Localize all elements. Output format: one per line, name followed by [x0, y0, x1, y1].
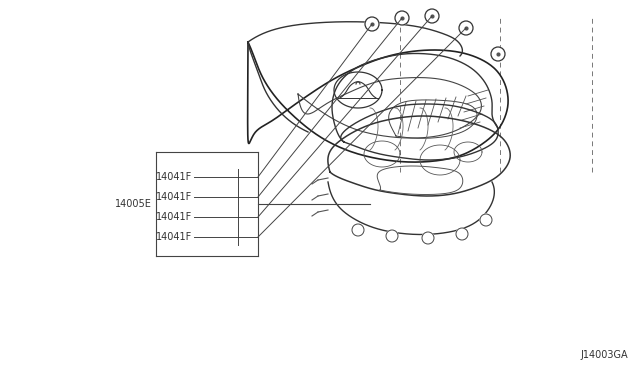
- Text: 14041F: 14041F: [156, 232, 192, 242]
- Circle shape: [456, 228, 468, 240]
- Circle shape: [386, 230, 398, 242]
- Text: J14003GA: J14003GA: [580, 350, 628, 360]
- Circle shape: [459, 21, 473, 35]
- Text: 14041F: 14041F: [156, 192, 192, 202]
- Text: 14041F: 14041F: [156, 212, 192, 222]
- Text: 14041F: 14041F: [156, 172, 192, 182]
- Circle shape: [352, 224, 364, 236]
- Text: 14005E: 14005E: [115, 199, 152, 209]
- Circle shape: [422, 232, 434, 244]
- Circle shape: [395, 11, 409, 25]
- Circle shape: [491, 47, 505, 61]
- Circle shape: [425, 9, 439, 23]
- Circle shape: [480, 214, 492, 226]
- Circle shape: [365, 17, 379, 31]
